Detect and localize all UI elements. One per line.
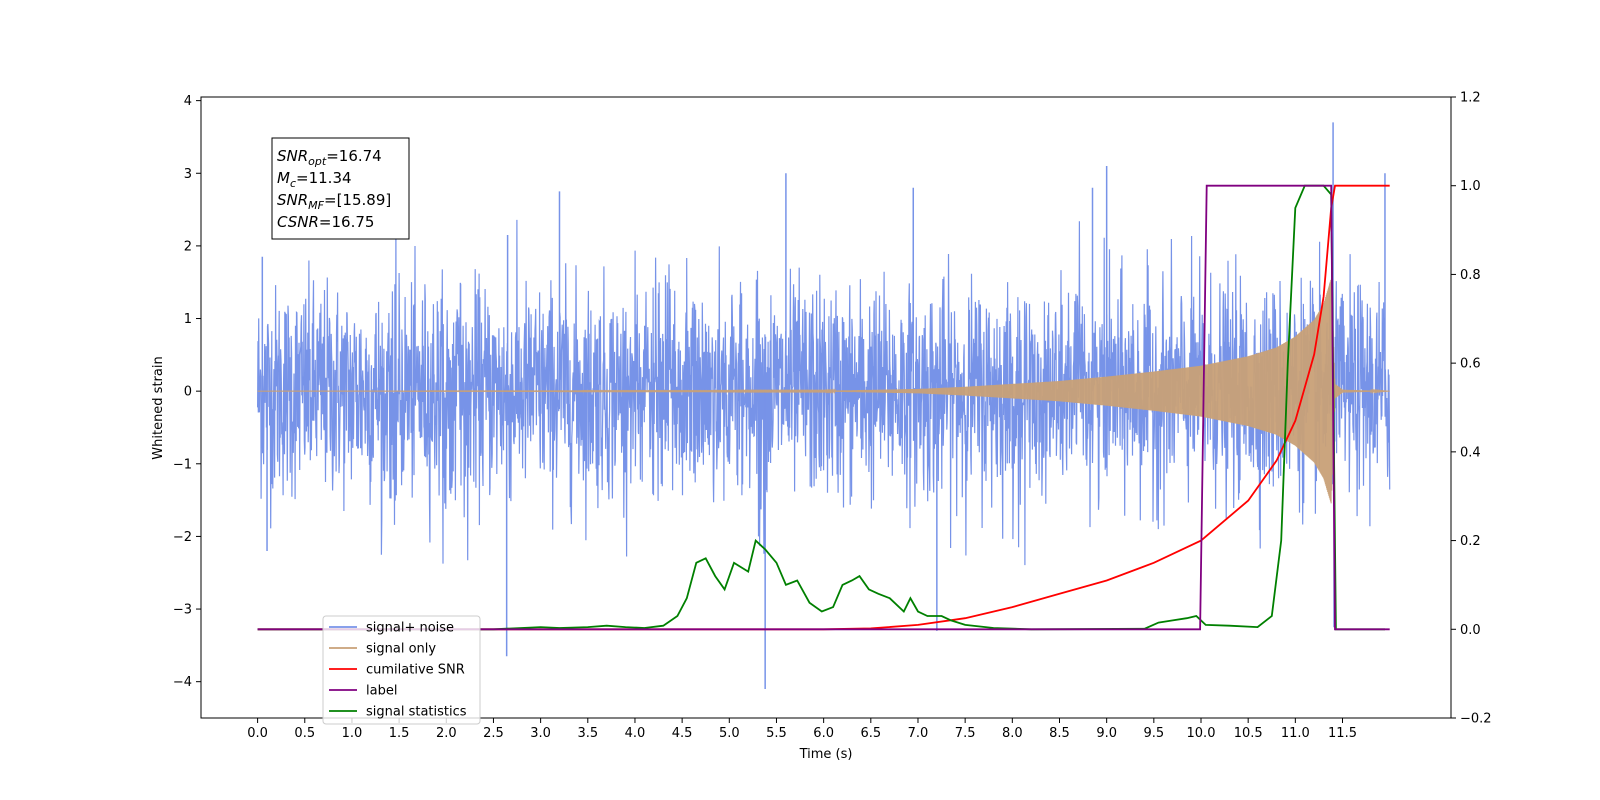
plot-area (257, 122, 1391, 689)
y-tick-label: 0 (184, 385, 192, 400)
x-tick-label: 0.0 (247, 726, 268, 741)
x-tick-label: 1.5 (389, 726, 410, 741)
y-tick-label: −1 (173, 457, 192, 472)
y-tick-label: −3 (173, 603, 192, 618)
y2-tick-label: 1.2 (1460, 91, 1481, 106)
y-tick-label: −4 (173, 675, 192, 690)
y-axis-label: Whitened strain (151, 356, 166, 459)
y2-tick-label: 0.2 (1460, 534, 1481, 549)
annotation-box-frame (271, 137, 410, 240)
x-tick-label: 5.0 (719, 726, 740, 741)
x-tick-label: 3.0 (530, 726, 551, 741)
y2-tick-label: 1.0 (1460, 179, 1481, 194)
annotation-line: CSNR=16.75 (277, 213, 374, 231)
x-tick-label: 4.0 (625, 726, 646, 741)
x-tick-label: 8.5 (1049, 726, 1070, 741)
annotation-line: SNRMF=[15.89] (277, 191, 391, 212)
series-cumulative-snr-line (257, 184, 1390, 631)
series-signal-statistics-line (257, 184, 1385, 631)
x-tick-label: 1.0 (342, 726, 363, 741)
x-tick-label: 9.0 (1096, 726, 1117, 741)
y-tick-label: −2 (173, 530, 192, 545)
y-axis-right: −0.2 0.0 0.2 0.4 0.6 0.8 1.0 1.2 (1451, 91, 1492, 727)
legend: signal+ noise signal only cumilative SNR la… (322, 615, 481, 725)
legend-label: label (366, 684, 397, 699)
x-tick-label: 0.5 (294, 726, 315, 741)
y-tick-label: 1 (184, 312, 192, 327)
y2-tick-label: 0.6 (1460, 357, 1481, 372)
x-tick-label: 3.5 (577, 726, 598, 741)
x-tick-label: 11.0 (1281, 726, 1310, 741)
x-tick-label: 2.0 (436, 726, 457, 741)
x-tick-label: 8.0 (1002, 726, 1023, 741)
x-axis: 0.0 0.5 1.0 1.5 2.0 2.5 3.0 3.5 4.0 4.5 5.0 5.5 6.0 6… (247, 718, 1357, 741)
y-tick-label: 4 (184, 94, 192, 109)
x-tick-label: 7.0 (908, 726, 929, 741)
x-tick-label: 6.5 (860, 726, 881, 741)
legend-label: cumilative SNR (366, 663, 465, 678)
series-label-line (257, 184, 1390, 631)
y-axis-left: −4 −3 −2 −1 0 1 2 3 4 (173, 94, 201, 690)
x-tick-label: 10.5 (1234, 726, 1263, 741)
x-tick-label: 7.5 (955, 726, 976, 741)
x-axis-label: Time (s) (799, 747, 853, 762)
y-tick-label: 3 (184, 167, 192, 182)
annotation-line: SNRopt=16.74 (277, 147, 382, 168)
y2-tick-label: 0.4 (1460, 445, 1481, 460)
y-tick-label: 2 (184, 239, 192, 254)
y2-tick-label: −0.2 (1460, 712, 1492, 727)
x-tick-label: 9.5 (1143, 726, 1164, 741)
x-tick-label: 11.5 (1328, 726, 1357, 741)
axes-frame (200, 96, 1452, 719)
x-tick-label: 6.0 (813, 726, 834, 741)
y2-tick-label: 0.0 (1460, 623, 1481, 638)
stats-annotation-box: SNRopt=16.74Mc=11.34SNRMF=[15.89]CSNR=16… (271, 137, 410, 240)
y2-tick-label: 0.8 (1460, 268, 1481, 283)
legend-frame (322, 615, 481, 725)
legend-label: signal+ noise (366, 621, 454, 636)
x-tick-label: 4.5 (672, 726, 693, 741)
x-tick-label: 2.5 (483, 726, 504, 741)
annotation-line: Mc=11.34 (277, 169, 352, 190)
x-tick-label: 10.0 (1187, 726, 1216, 741)
series-signal-only-line (257, 279, 1390, 504)
legend-label: signal only (366, 642, 436, 657)
legend-label: signal statistics (366, 705, 467, 720)
x-tick-label: 5.5 (766, 726, 787, 741)
